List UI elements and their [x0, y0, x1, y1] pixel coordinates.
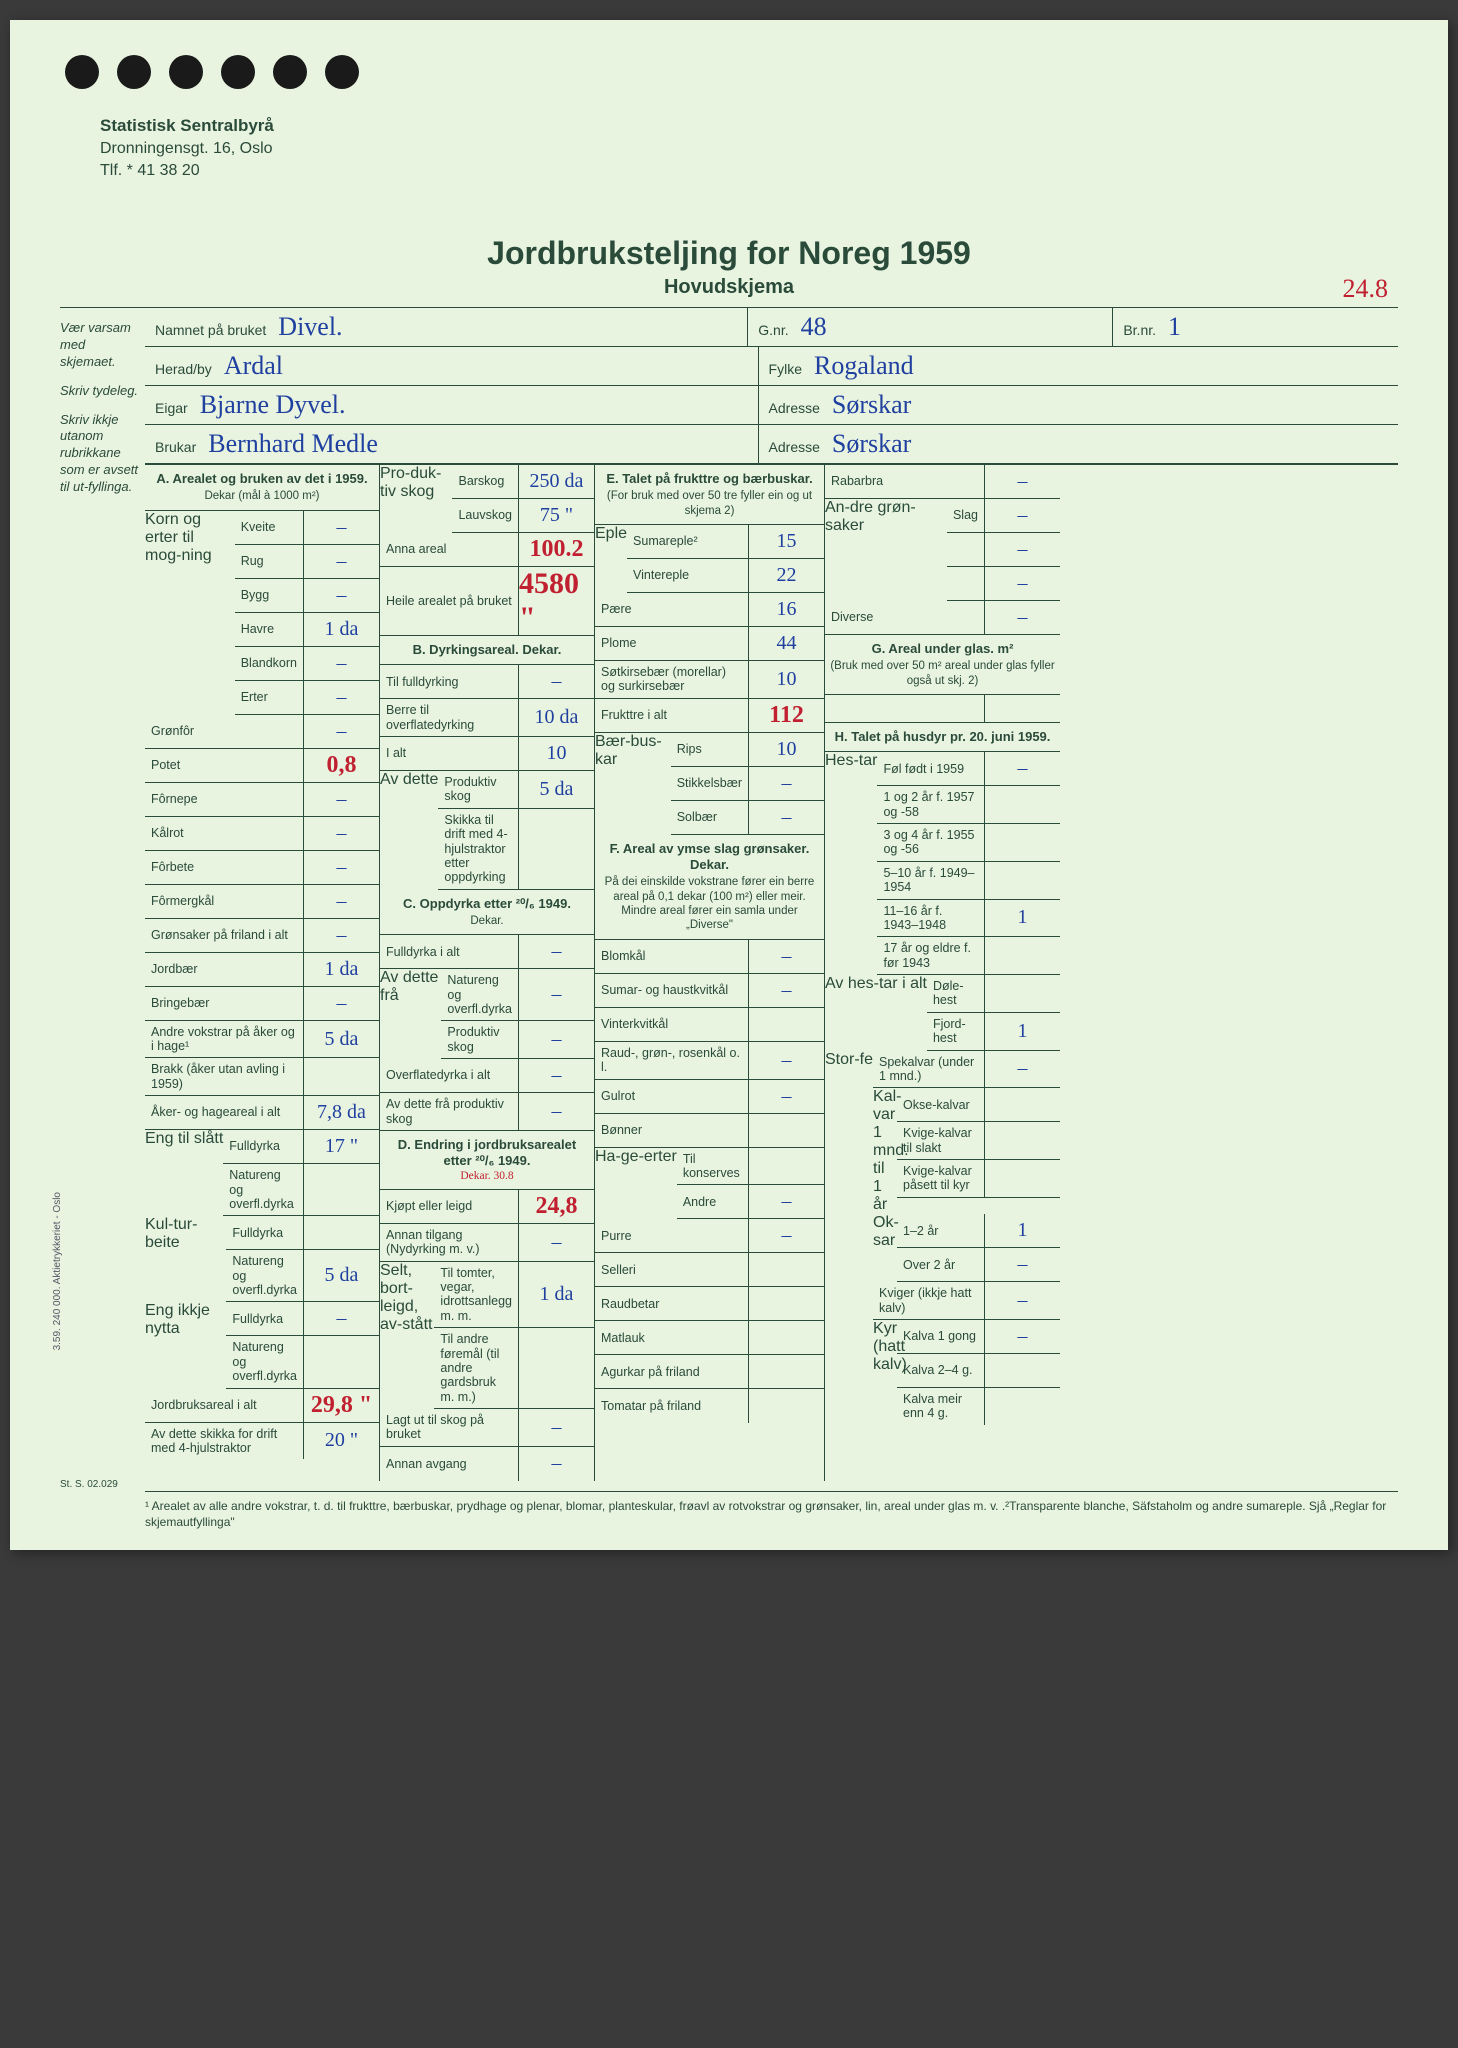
print-info: 3.59. 240 000. Aktietrykkeriet - Oslo — [52, 1192, 63, 1350]
column-ef-left: E. Talet på frukttre og bærbuskar.(For b… — [595, 465, 825, 1481]
binder-holes — [10, 20, 380, 89]
org-addr: Dronningensgt. 16, Oslo — [100, 138, 380, 160]
org-name: Statistisk Sentralbyrå — [100, 114, 380, 138]
content-area: Namnet på bruket Divel. G.nr. 48 Br.nr. … — [145, 308, 1398, 1481]
sec-b-head: B. Dyrkingsareal. Dekar. — [380, 636, 594, 665]
sec-g-head: G. Areal under glas. m²(Bruk med over 50… — [825, 635, 1060, 695]
cutout-tab: Statistisk Sentralbyrå Dronningensgt. 16… — [10, 20, 380, 230]
field-gnr: 48 — [801, 314, 827, 340]
field-eigar: Bjarne Dyvel. — [200, 392, 346, 418]
column-gh: Rabarbra– An-dre grøn-saker Slag– – – Di… — [825, 465, 1060, 1481]
org-tlf: Tlf. * 41 38 20 — [100, 160, 380, 182]
column-a: A. Arealet og bruken av det i 1959. Deka… — [145, 465, 380, 1481]
sec-a-head: A. Arealet og bruken av det i 1959. Deka… — [145, 465, 379, 511]
sec-c-head: C. Oppdyrka etter ²⁰/₆ 1949.Dekar. — [380, 890, 594, 936]
page-subtitle: Hovudskjema — [60, 276, 1398, 299]
sec-h-head: H. Talet på husdyr pr. 20. juni 1959. — [825, 723, 1060, 752]
side-instructions: Vær varsam med skjemaet. Skriv tydeleg. … — [60, 308, 145, 1481]
sec-d-head: D. Endring i jordbruksarealet etter ²⁰/₆… — [380, 1131, 594, 1190]
field-herad: Ardal — [224, 353, 283, 379]
header-row-1: Namnet på bruket Divel. G.nr. 48 Br.nr. … — [145, 308, 1398, 347]
sec-f-head: F. Areal av ymse slag grønsaker. Dekar.P… — [595, 835, 824, 940]
org-block: Statistisk Sentralbyrå Dronningensgt. 16… — [10, 89, 380, 183]
form-code: St. S. 02.029 — [60, 1479, 118, 1490]
form-page: Statistisk Sentralbyrå Dronningensgt. 16… — [10, 20, 1448, 1550]
page-title: Jordbruksteljing for Noreg 1959 — [60, 235, 1398, 272]
corner-number: 24.8 — [1343, 276, 1389, 302]
field-adr1: Sørskar — [832, 392, 911, 418]
header-row-2: Herad/by Ardal Fylke Rogaland — [145, 347, 1398, 386]
field-brukar: Bernhard Medle — [208, 431, 378, 457]
header-row-4: Brukar Bernhard Medle Adresse Sørskar — [145, 425, 1398, 464]
field-adr2: Sørskar — [832, 431, 911, 457]
footnote: ¹ Arealet av alle andre vokstrar, t. d. … — [145, 1491, 1398, 1530]
column-bcd: Pro-duk-tiv skog Barskog250 da Lauvskog7… — [380, 465, 595, 1481]
field-brnr: 1 — [1168, 314, 1181, 340]
columns: A. Arealet og bruken av det i 1959. Deka… — [145, 464, 1398, 1481]
field-namnet: Divel. — [278, 314, 342, 340]
korn-vlabel: Korn og erter til mog-ning — [145, 511, 235, 715]
field-fylke: Rogaland — [814, 353, 914, 379]
header-row-3: Eigar Bjarne Dyvel. Adresse Sørskar — [145, 386, 1398, 425]
sec-e-head: E. Talet på frukttre og bærbuskar.(For b… — [595, 465, 824, 525]
